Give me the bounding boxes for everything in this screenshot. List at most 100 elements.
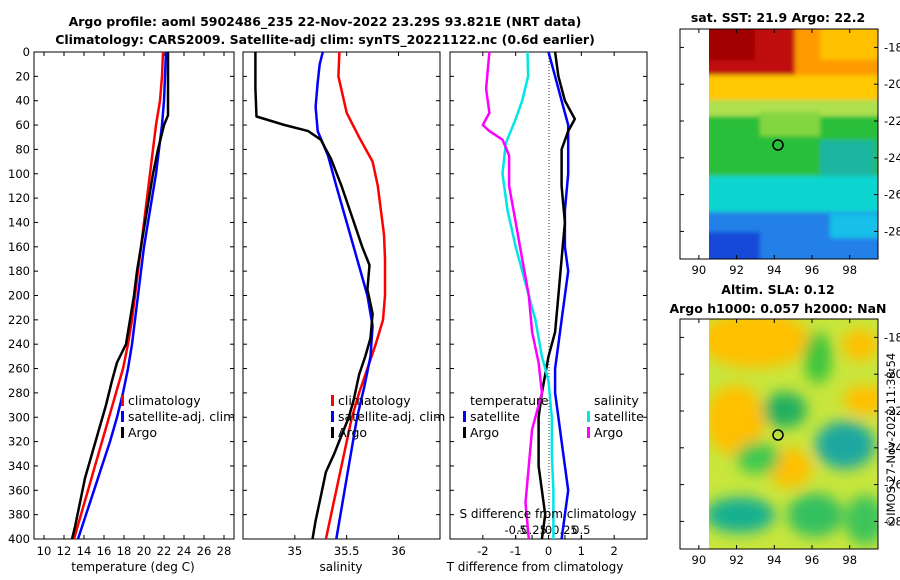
sla-map-axes: 90 92 94 96 98 -28 -26 -24 -22 -20 -18 (680, 319, 900, 567)
depth-tick-label: 140 (8, 215, 30, 229)
lat-tick-label: -24 (884, 441, 900, 455)
legend-swatch-sal-argo (587, 427, 590, 438)
depth-tick-label: 80 (15, 142, 30, 156)
diff-sal-argo-line (481, 51, 544, 540)
legend-swatch-temp-argo (463, 427, 466, 438)
legend-swatch-argo (121, 427, 124, 438)
legend-label-argo: Argo (338, 425, 367, 440)
s-tick-label: 0 (545, 523, 552, 537)
depth-tick-label: 40 (15, 94, 30, 108)
lon-tick-label: 94 (767, 263, 782, 277)
legend-head-salinity: salinity (594, 393, 639, 408)
difference-legend: temperature salinity satellite Argo sate… (463, 393, 644, 440)
legend-label-temp-argo: Argo (470, 425, 499, 440)
t-difference-axis-label: T difference from climatology (446, 560, 624, 574)
legend-swatch-argo (331, 427, 334, 438)
legend-label-sal-satellite: satellite (594, 409, 644, 424)
depth-tick-label: 220 (8, 313, 30, 327)
lat-tick-label: -28 (884, 224, 900, 238)
legend-swatch-satellite (121, 411, 124, 422)
lat-tick-label: -24 (884, 151, 900, 165)
legend-swatch-climatology (331, 395, 334, 406)
salinity-satellite-line (314, 51, 374, 540)
lon-tick-label: 94 (767, 553, 782, 567)
depth-tick-label: 300 (8, 410, 30, 424)
x-tick-label: 18 (117, 544, 132, 558)
sst-map-title: sat. SST: 21.9 Argo: 22.2 (691, 10, 865, 25)
x-tick-label: -1 (510, 544, 521, 558)
x-tick-label: 36 (391, 544, 406, 558)
depth-tick-label: 120 (8, 191, 30, 205)
temperature-series-group (70, 51, 170, 540)
lat-tick-label: -26 (884, 478, 900, 492)
legend-label-satellite: satellite-adj. clim (338, 409, 445, 424)
depth-tick-label: 180 (8, 264, 30, 278)
s-tick-label: -0.5 (504, 523, 526, 537)
depth-tick-label: 240 (8, 337, 30, 351)
temperature-argo-line (70, 52, 170, 540)
salinity-series-group (254, 51, 387, 540)
difference-panel-frame (449, 51, 648, 540)
lon-tick-label: 92 (729, 553, 744, 567)
legend-label-satellite: satellite-adj. clim (128, 409, 235, 424)
s-tick-label: -0.25 (517, 523, 547, 537)
legend-label-argo: Argo (128, 425, 157, 440)
sst-map-frame (679, 28, 879, 260)
depth-axis: 0 20 40 60 80 100 120 140 160 180 200 220 240 260 280 3… (8, 45, 647, 546)
salinity-climatology-line (324, 51, 387, 540)
legend-swatch-sal-satellite (587, 411, 590, 422)
x-axes: 10 12 14 16 18 20 22 24 26 28 35 35.5 36 -2 -1 0 1 2-0.5-… (37, 52, 618, 558)
sst-map-axes: 90 92 94 96 98 -28 -26 -24 -22 -20 -18 (680, 29, 900, 277)
sla-argo-location-marker (772, 429, 784, 441)
x-tick-label: 24 (177, 544, 192, 558)
depth-tick-label: 260 (8, 362, 30, 376)
lon-tick-label: 96 (805, 263, 820, 277)
x-tick-label: 26 (197, 544, 212, 558)
x-tick-label: 0 (545, 544, 552, 558)
lon-tick-label: 98 (842, 263, 857, 277)
title-line-2: Climatology: CARS2009. Satellite-adj cli… (55, 32, 595, 48)
sst-argo-location-marker (772, 139, 784, 151)
x-tick-label: 20 (137, 544, 152, 558)
temperature-axis-label: temperature (deg C) (71, 560, 194, 574)
imos-credit: ©IMOS 27-Nov-2022 11:38:54 (884, 353, 898, 527)
sla-map-title-2: Argo h1000: 0.057 h2000: NaN (669, 301, 886, 316)
sla-map-frame (679, 318, 879, 550)
x-tick-label: 28 (217, 544, 232, 558)
legend-label-temp-satellite: satellite (470, 409, 520, 424)
x-tick-label: 2 (611, 544, 618, 558)
temperature-legend: climatology satellite-adj. clim Argo (121, 393, 235, 440)
s-tick-label: 0.25 (552, 523, 578, 537)
lat-tick-label: -28 (884, 514, 900, 528)
lon-tick-label: 98 (842, 553, 857, 567)
diff-temp-argo-line (537, 51, 577, 540)
x-tick-label: 12 (57, 544, 72, 558)
depth-tick-label: 400 (8, 532, 30, 546)
depth-tick-label: 380 (8, 508, 30, 522)
x-tick-label: 35.5 (334, 544, 360, 558)
legend-swatch-satellite (331, 411, 334, 422)
diff-sal-satellite-line (501, 51, 555, 539)
temperature-satellite-line (76, 51, 168, 540)
lat-tick-label: -20 (884, 77, 900, 91)
depth-tick-label: 0 (23, 45, 30, 59)
lat-tick-label: -22 (884, 404, 900, 418)
lon-tick-label: 90 (692, 263, 707, 277)
depth-tick-label: 160 (8, 240, 30, 254)
lat-tick-label: -26 (884, 188, 900, 202)
depth-tick-label: 60 (15, 118, 30, 132)
x-tick-label: -2 (477, 544, 488, 558)
lat-tick-label: -22 (884, 114, 900, 128)
sst-heatmap (709, 29, 878, 259)
salinity-argo-line (254, 52, 374, 540)
depth-tick-label: 200 (8, 289, 30, 303)
title-line-1: Argo profile: aoml 5902486_235 22-Nov-20… (69, 14, 582, 30)
depth-tick-label: 20 (15, 69, 30, 83)
depth-tick-label: 360 (8, 483, 30, 497)
x-tick-label: 35 (288, 544, 303, 558)
depth-tick-label: 320 (8, 435, 30, 449)
lat-tick-label: -20 (884, 367, 900, 381)
salinity-legend: climatology satellite-adj. clim Argo (331, 393, 445, 440)
x-tick-label: 16 (97, 544, 112, 558)
